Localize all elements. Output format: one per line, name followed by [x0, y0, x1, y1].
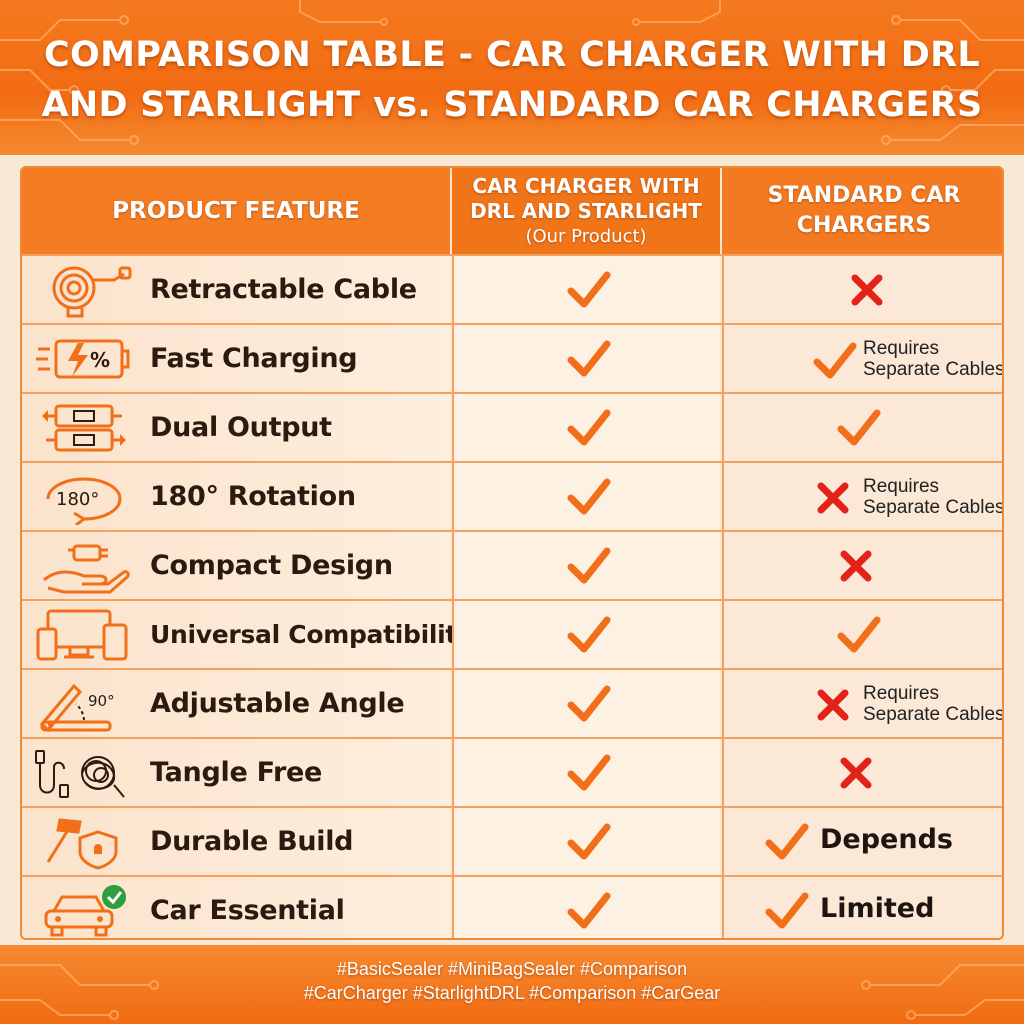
table-row: Retractable Cable [22, 254, 1002, 323]
check-icon [837, 409, 881, 446]
table-row: Car Essential Limited [22, 875, 1002, 938]
feature-label: Compact Design [150, 550, 393, 581]
feature-label: Universal Compatibility [150, 620, 474, 649]
note-line-2: Separate Cables [863, 359, 1004, 380]
title-line-2: AND STARLIGHT vs. STANDARD CAR CHARGERS [41, 85, 983, 125]
hammer-shield-icon [46, 818, 118, 870]
check-icon [567, 409, 611, 446]
check-icon [567, 754, 611, 791]
car-check-icon [44, 885, 126, 937]
check-icon [813, 342, 857, 379]
check-icon [567, 892, 611, 929]
svg-text:%: % [90, 348, 110, 372]
cross-icon [840, 757, 872, 789]
check-icon [567, 547, 611, 584]
check-icon [567, 823, 611, 860]
feature-label: Car Essential [150, 895, 345, 926]
feature-label: Durable Build [150, 826, 354, 857]
check-icon [567, 616, 611, 653]
note-line-2: Separate Cables [863, 497, 1004, 518]
check-icon [567, 340, 611, 377]
footer-banner: #BasicSealer #MiniBagSealer #Comparison … [0, 945, 1024, 1024]
hand-holding-charger-icon [43, 544, 130, 594]
col2-line-1: CAR CHARGER WITH [472, 173, 700, 198]
check-icon [765, 823, 809, 860]
table-row: 90° Adjustable Angle Requires Separate C… [22, 668, 1004, 737]
cross-icon [817, 689, 849, 721]
hashtags: #BasicSealer #MiniBagSealer #Comparison … [0, 957, 1024, 1005]
hashtags-line-1: #BasicSealer #MiniBagSealer #Comparison [336, 959, 688, 979]
check-icon [837, 616, 881, 653]
rotation-180-icon: 180° [46, 477, 122, 525]
devices-icon [36, 609, 128, 661]
hashtags-line-2: #CarCharger #StarlightDRL #Comparison #C… [303, 983, 721, 1003]
note-line-1: Requires [863, 338, 940, 359]
adjustable-angle-icon: 90° [39, 683, 115, 732]
requirement-note: Requires Separate Cables [863, 338, 1004, 380]
title-line-1: COMPARISON TABLE - CAR CHARGER WITH DRL [44, 35, 980, 75]
cross-icon [840, 550, 872, 582]
fast-charging-battery-icon: % [36, 339, 130, 379]
table-row: Universal Compatibility [22, 599, 1002, 668]
table-row: 180° 180° Rotation Requires Separate Cab… [22, 461, 1004, 530]
check-icon [567, 271, 611, 308]
col2-subtitle: (Our Product) [525, 225, 647, 247]
availability-note: Depends [820, 824, 953, 855]
column-header-standard: STANDARD CAR CHARGERS [722, 168, 1002, 254]
feature-label: Fast Charging [150, 343, 358, 374]
check-icon [765, 892, 809, 929]
requirement-note: Requires Separate Cables [863, 683, 1004, 725]
check-icon [567, 478, 611, 515]
table-row: Dual Output [22, 392, 1002, 461]
angle-degree-text: 90° [88, 692, 115, 710]
table-row: % Fast Charging Requires Separate Cables [22, 323, 1004, 392]
rotation-degree-text: 180° [56, 489, 99, 510]
col3-line-1: STANDARD CAR [767, 183, 961, 208]
availability-note: Limited [820, 893, 935, 924]
table-row: Durable Build Depends [22, 806, 1002, 875]
page-title: COMPARISON TABLE - CAR CHARGER WITH DRL … [0, 30, 1024, 130]
requirement-note: Requires Separate Cables [863, 476, 1004, 518]
feature-label: 180° Rotation [150, 481, 356, 512]
feature-label: Adjustable Angle [150, 688, 405, 719]
note-line-1: Requires [863, 683, 940, 704]
header-banner: COMPARISON TABLE - CAR CHARGER WITH DRL … [0, 0, 1024, 155]
table-header: PRODUCT FEATURE CAR CHARGER WITH DRL AND… [22, 168, 1002, 254]
tangled-cable-icon [35, 750, 125, 798]
cross-icon [817, 482, 849, 514]
feature-label: Retractable Cable [150, 274, 417, 305]
table-row: Compact Design [22, 530, 1002, 599]
circuit-pattern-decoration [0, 0, 1024, 145]
comparison-table: PRODUCT FEATURE CAR CHARGER WITH DRL AND… [20, 166, 1004, 940]
table-row: Tangle Free [22, 737, 1002, 806]
feature-label: Dual Output [150, 412, 332, 443]
dual-usb-output-icon [42, 404, 126, 452]
note-line-1: Requires [863, 476, 940, 497]
column-header-feature: PRODUCT FEATURE [22, 168, 450, 254]
feature-label: Tangle Free [150, 757, 323, 788]
note-line-2: Separate Cables [863, 704, 1004, 725]
col3-line-2: CHARGERS [796, 213, 932, 238]
circuit-pattern-decoration [0, 964, 1024, 1020]
col2-line-2: DRL AND STARLIGHT [470, 198, 702, 223]
column-header-our-product: CAR CHARGER WITH DRL AND STARLIGHT (Our … [452, 168, 720, 254]
check-icon [567, 685, 611, 722]
cross-icon [851, 274, 883, 306]
retractable-cable-icon [52, 266, 132, 318]
